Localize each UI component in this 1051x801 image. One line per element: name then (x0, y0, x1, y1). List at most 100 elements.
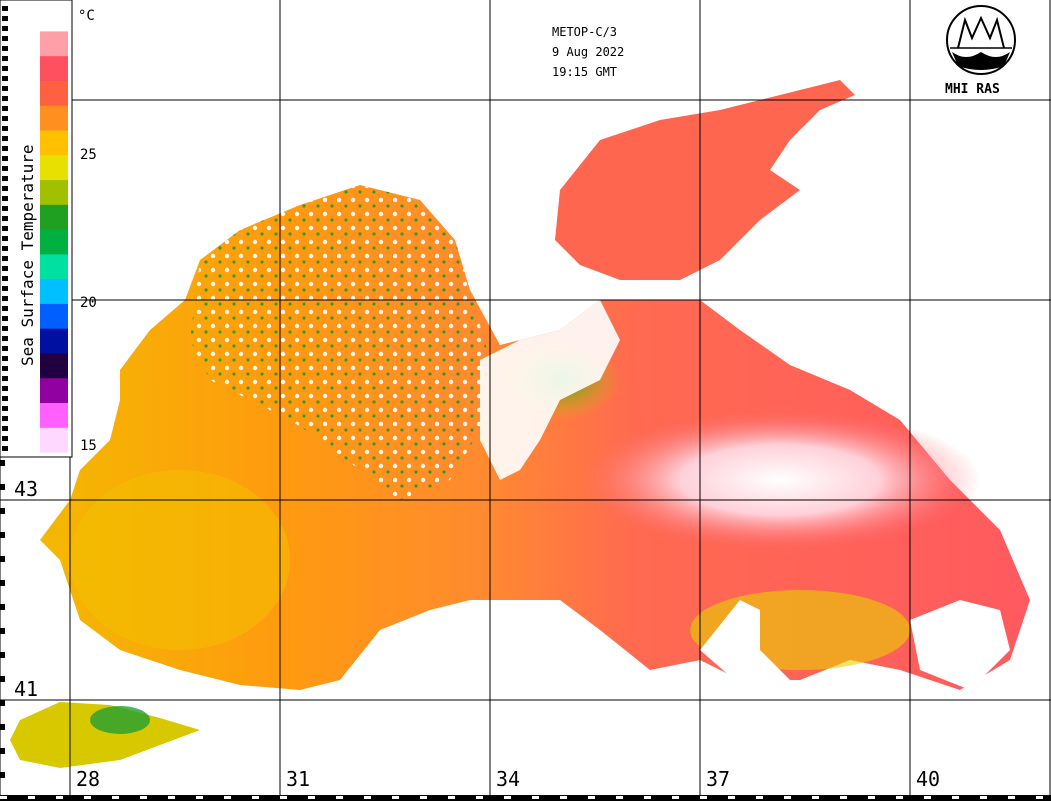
scale-segment (84, 796, 91, 799)
ruler-tick (2, 6, 8, 11)
scale-segment (840, 796, 847, 799)
ruler-tick (2, 176, 8, 181)
ruler-tick (2, 36, 8, 41)
colorbar-step (40, 303, 68, 329)
scale-segment (280, 796, 287, 799)
lat-label-43: 43 (14, 477, 38, 501)
lon-label-40: 40 (916, 767, 940, 791)
ruler-tick (2, 326, 8, 331)
colorbar-step (40, 154, 68, 181)
scale-segment (504, 796, 511, 799)
colorbar-step (40, 6, 68, 32)
ruler-tick (2, 306, 8, 311)
lon-label-37: 37 (706, 767, 730, 791)
ruler-tick (2, 386, 8, 391)
lon-label-34: 34 (496, 767, 520, 791)
scale-segment (392, 796, 399, 799)
colorbar-tick-25: 25 (80, 147, 97, 163)
ruler-tick (2, 26, 8, 31)
ruler-tick (2, 146, 8, 151)
ruler-tick (2, 116, 8, 121)
longitude-labels: 28 31 34 37 40 (76, 767, 940, 791)
left-scale-segment (0, 772, 5, 778)
lat-label-41: 41 (14, 677, 38, 701)
colorbar-step (40, 427, 68, 453)
northwest-cloud-mask (190, 185, 490, 500)
ruler-tick (2, 136, 8, 141)
ruler-tick (2, 96, 8, 101)
colorbar-step (40, 352, 68, 379)
ruler-tick (2, 106, 8, 111)
scale-segment (56, 796, 63, 799)
east-coast-cloud (910, 600, 1010, 690)
ruler-tick (2, 166, 8, 171)
ruler-tick (2, 346, 8, 351)
ruler-tick (2, 296, 8, 301)
colorbar-step (40, 30, 68, 57)
scale-segment (896, 796, 903, 799)
colorbar-step (40, 402, 68, 428)
left-scale-segment (0, 652, 5, 658)
scale-segment (728, 796, 735, 799)
scale-segment (672, 796, 679, 799)
colorbar-step (40, 278, 68, 304)
bottom-scale-ticks (0, 796, 1043, 799)
ruler-tick (2, 256, 8, 261)
colorbar-title: Sea Surface Temperature (18, 144, 37, 366)
colorbar-unit: °C (78, 8, 95, 24)
scale-segment (868, 796, 875, 799)
ruler-tick (2, 56, 8, 61)
ruler-tick (2, 236, 8, 241)
scale-segment (0, 796, 7, 799)
scale-segment (560, 796, 567, 799)
scale-segment (196, 796, 203, 799)
scale-segment (924, 796, 931, 799)
left-scale-segment (0, 676, 5, 682)
lon-label-28: 28 (76, 767, 100, 791)
colorbar-step (40, 55, 68, 81)
colorbar-step (40, 253, 68, 280)
ruler-tick (2, 216, 8, 221)
ruler-tick (2, 436, 8, 441)
left-scale-segment (0, 460, 5, 466)
left-scale-segment (0, 532, 5, 538)
ruler-tick (2, 366, 8, 371)
scale-segment (616, 796, 623, 799)
marmara-sea (10, 702, 200, 768)
ruler-tick (2, 266, 8, 271)
left-scale-segment (0, 580, 5, 586)
ruler-tick (2, 156, 8, 161)
left-scale-segment (0, 700, 5, 706)
lon-label-31: 31 (286, 767, 310, 791)
scale-segment (952, 796, 959, 799)
scale-segment (140, 796, 147, 799)
scale-segment (756, 796, 763, 799)
acquisition-date: 9 Aug 2022 (552, 45, 624, 59)
scale-segment (1036, 796, 1043, 799)
scale-segment (252, 796, 259, 799)
colorbar-step (40, 377, 68, 404)
colorbar-step (40, 105, 68, 131)
bottom-scale-bar (0, 795, 1051, 801)
southeast-coast-cloud (700, 600, 790, 685)
left-scale-ticks (0, 460, 5, 778)
scale-segment (364, 796, 371, 799)
ruler-tick (2, 126, 8, 131)
ruler-tick (2, 86, 8, 91)
scale-segment (1008, 796, 1015, 799)
ruler-tick (2, 76, 8, 81)
left-scale-segment (0, 724, 5, 730)
ruler-tick (2, 276, 8, 281)
ruler-tick (2, 226, 8, 231)
scale-segment (336, 796, 343, 799)
scale-segment (448, 796, 455, 799)
scale-segment (532, 796, 539, 799)
image-header: METOP-C/3 9 Aug 2022 19:15 GMT (552, 25, 624, 79)
crimea-land (480, 300, 620, 480)
ruler-tick (2, 396, 8, 401)
marmara-warm-patch (90, 706, 150, 734)
ruler-tick (2, 426, 8, 431)
logo-label: MHI RAS (945, 82, 1000, 97)
